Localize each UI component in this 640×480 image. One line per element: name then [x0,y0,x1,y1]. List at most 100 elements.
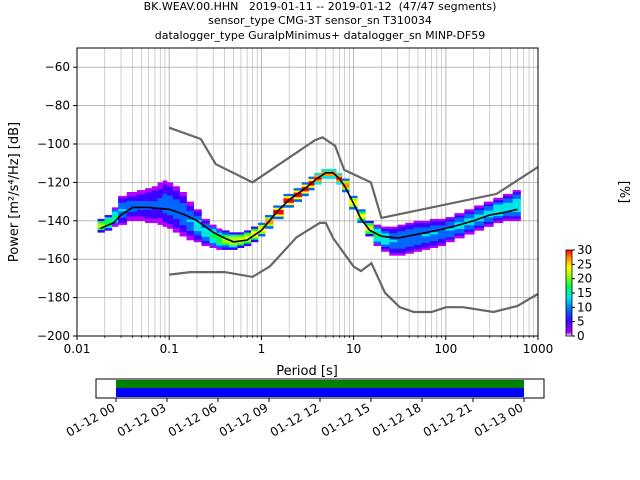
pdf-cell [464,213,475,217]
pdf-cell [474,221,485,224]
pdf-cell [512,203,521,206]
pdf-cell [222,247,230,250]
pdf-cell [397,229,406,232]
pdf-cell [118,195,128,199]
pdf-cell [464,222,475,226]
pdf-cell [97,225,105,229]
x-tick-label: 0.1 [160,342,179,356]
pdf-cell [454,217,465,221]
pdf-cell [421,236,431,239]
pdf-cell [445,232,455,236]
pdf-cell [397,237,406,241]
pdf-cell [502,214,513,217]
pdf-cell [136,190,146,193]
pdf-cell [405,238,414,241]
colorbar-tick-label: 20 [577,272,592,286]
pdf-cell [186,206,195,209]
pdf-cell [308,178,315,182]
pdf-cell [429,225,439,229]
pdf-cell [186,230,195,234]
pdf-cell [308,185,315,189]
pdf-cell [314,179,322,183]
pdf-cell [413,220,422,224]
y-tick-label: −160 [37,252,70,266]
chart-title-line-3: datalogger_type GuralpMinimus+ datalogge… [154,29,486,42]
pdf-cell [179,231,187,235]
pdf-cell [126,211,138,215]
pdf-cell [349,198,358,201]
pdf-cell [301,184,309,188]
pdf-cell [454,233,465,237]
pdf-cell [126,205,138,208]
pdf-cell [445,216,455,220]
pdf-cell [118,198,128,201]
pdf-cell [222,243,230,246]
pdf-cell [381,244,390,248]
pdf-cell [167,204,174,207]
pdf-cell [429,245,439,248]
pdf-cell [397,244,406,247]
pdf-cell [397,226,406,230]
pdf-cell [172,227,180,231]
pdf-cell [265,215,274,218]
pdf-cell [244,241,252,244]
pdf-cell [167,191,174,194]
pdf-cell [413,244,422,248]
pdf-cell [193,226,202,230]
pdf-cell [365,220,374,224]
pdf-cell [193,215,202,219]
pdf-cell [209,224,217,228]
pdf-cell [308,176,315,180]
pdf-cell [193,209,202,212]
pdf-cell [464,227,475,231]
pdf-cell [429,223,439,226]
pdf-cell [389,228,398,232]
x-tick-label: 10 [346,342,361,356]
colorbar-tick-label: 15 [577,286,592,300]
pdf-cell [512,218,521,222]
pdf-cell [157,186,163,190]
pdf-cell [381,237,390,241]
pdf-cell [445,228,455,231]
pdf-cell [201,230,210,233]
pdf-cell [186,210,195,214]
pdf-cell [145,216,153,219]
pdf-cell [413,238,422,241]
pdf-cell [373,224,382,228]
pdf-cell [421,229,431,233]
pdf-cell [151,190,158,193]
pdf-cell [397,233,406,236]
pdf-cell [118,215,128,219]
pdf-cell [474,223,485,227]
pdf-cell [405,235,414,239]
y-tick-label: −180 [37,291,70,305]
pdf-cell [283,193,294,197]
pdf-cell [216,241,223,244]
pdf-cell [251,228,259,232]
pdf-cell [193,228,202,232]
pdf-cell [429,232,439,235]
pdf-cell [136,216,146,219]
pdf-cell [405,251,414,254]
timeline-tick-label: 01-12 21 [421,400,475,439]
pdf-cell [172,199,180,202]
plot-frame [76,47,539,337]
pdf-cell [512,205,521,208]
pdf-cell [157,220,163,223]
pdf-cell [381,233,390,236]
pdf-cell [104,221,113,225]
pdf-cell [104,219,113,222]
pdf-cell [179,192,187,195]
pdf-cell [136,209,146,213]
pdf-cell [493,202,504,205]
y-tick-label: −60 [45,60,70,74]
pdf-cell [464,229,475,233]
pdf-cell [162,195,168,199]
pdf-cell [244,243,252,247]
pdf-cell [454,229,465,232]
pdf-cell [265,221,274,225]
pdf-cell [172,214,180,218]
pdf-cell [126,216,138,219]
pdf-cell [162,219,168,223]
